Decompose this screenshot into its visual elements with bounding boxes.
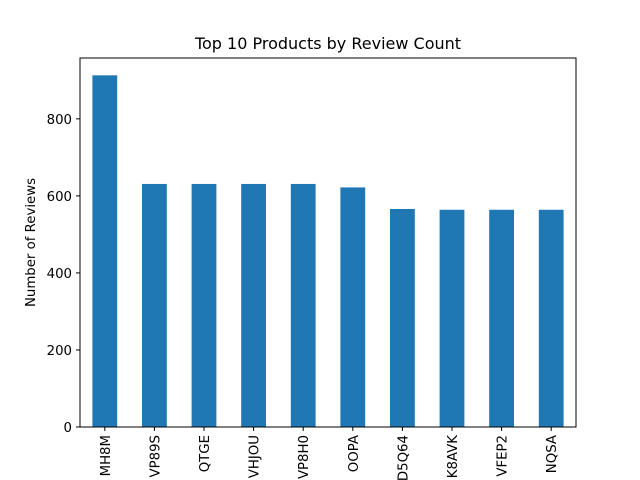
x-tick-label: VFEP2 [496, 435, 511, 477]
x-tick-label: D5Q64 [396, 435, 411, 480]
y-axis-ticks: 0 200 400 600 800 [47, 113, 80, 436]
bar-k8avk [439, 209, 465, 427]
bar-vp89s [142, 183, 167, 427]
bar-d5q64 [390, 208, 415, 427]
bar-qtge [191, 183, 217, 427]
bar-nqsa [538, 209, 564, 427]
x-tick-label: NQSA [545, 435, 560, 473]
plot-frame [79, 57, 577, 428]
x-tick-label: VHJOU [248, 435, 263, 478]
x-axis-ticks: MH8M VP89S QTGE VHJOU VP8H0 OOPA D5Q64 K8AVK VFE… [99, 427, 560, 480]
x-tick-label: MH8M [99, 435, 114, 476]
y-tick-label: 200 [47, 344, 72, 359]
bar-vp8h0 [290, 183, 316, 427]
chart-title: Top 10 Products by Review Count [194, 34, 461, 53]
y-tick-label: 0 [64, 421, 72, 436]
bar-vhjou [241, 183, 266, 427]
bar-mh8m [92, 75, 118, 428]
bar-vfep2 [489, 209, 514, 427]
x-tick-label: VP89S [148, 435, 163, 477]
y-tick-label: 800 [47, 113, 72, 128]
bars [92, 75, 564, 428]
bar-oopa [340, 187, 366, 427]
x-tick-label: K8AVK [446, 435, 461, 479]
x-tick-label: OOPA [347, 435, 362, 472]
y-tick-label: 400 [47, 267, 72, 282]
y-axis-label: Number of Reviews [24, 178, 39, 307]
y-tick-label: 600 [47, 190, 72, 205]
x-tick-label: VP8H0 [297, 435, 312, 479]
x-tick-label: QTGE [198, 435, 213, 472]
